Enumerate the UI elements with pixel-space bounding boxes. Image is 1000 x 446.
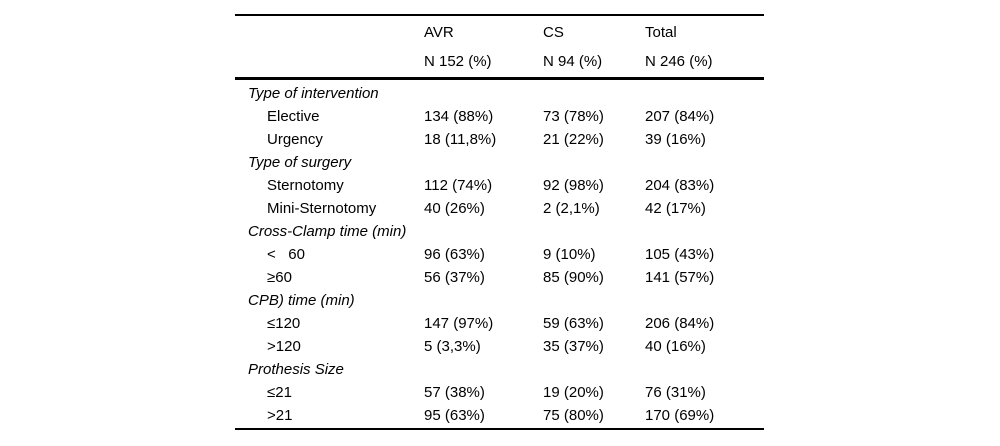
row-label: Sternotomy xyxy=(267,177,344,194)
cell-total: 105 (43%) xyxy=(645,246,715,263)
cell-avr: 57 (38%) xyxy=(424,384,485,401)
col-header-avr: AVR xyxy=(424,24,454,41)
col-subheader-cs: N 94 (%) xyxy=(543,53,603,70)
row-label: Mini-Sternotomy xyxy=(267,200,377,217)
table-row: ≤21 57 (38%) 19 (20%) 76 (31%) xyxy=(235,381,764,404)
clinical-table: AVR CS Total N 152 (%) N 94 (%) N 246 (%… xyxy=(235,0,764,446)
table-row: Mini-Sternotomy 40 (26%) 2 (2,1%) 42 (17… xyxy=(235,197,764,220)
cell-avr xyxy=(424,151,543,174)
table-row: Sternotomy 112 (74%) 92 (98%) 204 (83%) xyxy=(235,174,764,197)
table-body: Type of intervention Elective 134 (88%) … xyxy=(235,82,764,427)
cell-cs: 92 (98%) xyxy=(543,177,604,194)
cell-total: 170 (69%) xyxy=(645,407,715,424)
table-row: Elective 134 (88%) 73 (78%) 207 (84%) xyxy=(235,105,764,128)
table-header-rule xyxy=(235,77,764,80)
cell-avr: 147 (97%) xyxy=(424,315,494,332)
table-row: Urgency 18 (11,8%) 21 (22%) 39 (16%) xyxy=(235,128,764,151)
cell-total: 76 (31%) xyxy=(645,384,706,401)
cell-avr: 95 (63%) xyxy=(424,407,485,424)
cell-avr: 96 (63%) xyxy=(424,246,485,263)
cell-cs: 9 (10%) xyxy=(543,246,596,263)
cell-cs xyxy=(543,151,645,174)
cell-total xyxy=(645,82,764,105)
row-label: < 60 xyxy=(267,246,305,263)
row-label: Cross-Clamp time (min) xyxy=(248,223,407,240)
cell-total: 204 (83%) xyxy=(645,177,715,194)
cell-cs: 85 (90%) xyxy=(543,269,604,286)
table-row: >120 5 (3,3%) 35 (37%) 40 (16%) xyxy=(235,335,764,358)
cell-cs xyxy=(543,220,645,243)
cell-total: 40 (16%) xyxy=(645,338,706,355)
cell-avr: 18 (11,8%) xyxy=(424,131,497,148)
cell-cs xyxy=(543,289,645,312)
cell-total xyxy=(645,358,764,381)
cell-cs: 19 (20%) xyxy=(543,384,604,401)
table-row: ≥60 56 (37%) 85 (90%) 141 (57%) xyxy=(235,266,764,289)
row-label: Type of intervention xyxy=(248,85,379,102)
row-label: >21 xyxy=(267,407,293,424)
cell-total xyxy=(645,289,764,312)
col-header-cs: CS xyxy=(543,24,564,41)
cell-avr xyxy=(424,82,543,105)
cell-cs: 75 (80%) xyxy=(543,407,604,424)
table-row: < 60 96 (63%) 9 (10%) 105 (43%) xyxy=(235,243,764,266)
table-row: >21 95 (63%) 75 (80%) 170 (69%) xyxy=(235,404,764,427)
cell-total xyxy=(645,220,764,243)
cell-total: 39 (16%) xyxy=(645,131,706,148)
row-label: Type of surgery xyxy=(248,154,352,171)
row-label: Elective xyxy=(267,108,320,125)
cell-cs: 35 (37%) xyxy=(543,338,604,355)
row-label: Urgency xyxy=(267,131,323,148)
col-subheader-avr: N 152 (%) xyxy=(424,53,492,70)
cell-avr xyxy=(424,220,543,243)
table-bottom-rule xyxy=(235,428,764,430)
cell-avr: 40 (26%) xyxy=(424,200,485,217)
subheader-label-cell xyxy=(235,50,424,74)
cell-avr: 5 (3,3%) xyxy=(424,338,481,355)
row-label: CPB) time (min) xyxy=(248,292,355,309)
cell-total xyxy=(645,151,764,174)
row-label: ≥60 xyxy=(267,269,292,286)
col-header-total: Total xyxy=(645,24,677,41)
cell-total: 206 (84%) xyxy=(645,315,715,332)
table-top-rule xyxy=(235,14,764,16)
row-label: ≤21 xyxy=(267,384,292,401)
table-row: Cross-Clamp time (min) xyxy=(235,220,764,243)
table-row: Prothesis Size xyxy=(235,358,764,381)
cell-total: 141 (57%) xyxy=(645,269,715,286)
cell-cs xyxy=(543,358,645,381)
col-subheader-total: N 246 (%) xyxy=(645,53,713,70)
cell-cs: 59 (63%) xyxy=(543,315,604,332)
table-row: Type of surgery xyxy=(235,151,764,174)
table-row: CPB) time (min) xyxy=(235,289,764,312)
row-label: >120 xyxy=(267,338,301,355)
row-label: ≤120 xyxy=(267,315,301,332)
cell-cs xyxy=(543,82,645,105)
table-row: Type of intervention xyxy=(235,82,764,105)
table-row: ≤120 147 (97%) 59 (63%) 206 (84%) xyxy=(235,312,764,335)
cell-avr xyxy=(424,358,543,381)
cell-avr: 112 (74%) xyxy=(424,177,493,194)
cell-total: 207 (84%) xyxy=(645,108,715,125)
cell-cs: 73 (78%) xyxy=(543,108,604,125)
cell-avr: 134 (88%) xyxy=(424,108,494,125)
table-subheader-row: N 152 (%) N 94 (%) N 246 (%) xyxy=(235,50,764,74)
cell-avr xyxy=(424,289,543,312)
header-label-cell xyxy=(235,21,424,45)
table-header-row: AVR CS Total xyxy=(235,21,764,45)
cell-cs: 21 (22%) xyxy=(543,131,604,148)
cell-avr: 56 (37%) xyxy=(424,269,485,286)
cell-total: 42 (17%) xyxy=(645,200,706,217)
cell-cs: 2 (2,1%) xyxy=(543,200,600,217)
row-label: Prothesis Size xyxy=(248,361,344,378)
